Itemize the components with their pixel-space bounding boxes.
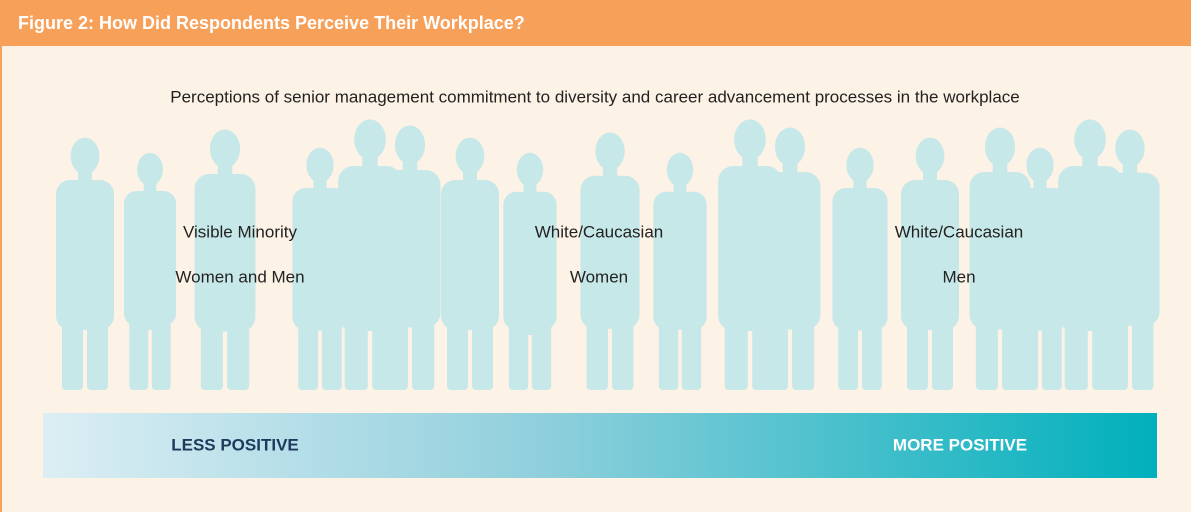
silhouette-part <box>932 312 953 390</box>
silhouette-part <box>838 313 859 390</box>
silhouette-part <box>135 290 161 330</box>
silhouette-part <box>992 163 1008 175</box>
silhouette-part <box>362 157 378 169</box>
silhouette-part <box>292 188 348 331</box>
silhouettes <box>56 119 1160 390</box>
silhouette-part <box>1122 164 1138 175</box>
silhouette-part <box>658 313 679 390</box>
silhouette-part <box>463 172 477 182</box>
silhouette-part <box>379 170 441 328</box>
silhouette-part <box>984 127 1016 167</box>
silhouette-part <box>1012 188 1068 331</box>
group-label: White/Caucasian <box>895 222 1024 241</box>
silhouette-part <box>441 180 499 330</box>
silhouette-part <box>209 129 241 169</box>
silhouette-part <box>853 180 867 190</box>
silhouette-part <box>1074 119 1106 160</box>
silhouette-part <box>56 180 114 330</box>
silhouette-part <box>724 311 748 390</box>
silhouette-part <box>923 172 937 182</box>
silhouette-part <box>586 310 608 390</box>
silhouette-part <box>595 132 625 171</box>
silhouette-part <box>742 157 758 169</box>
silhouette-part <box>194 174 256 332</box>
group-label: Men <box>942 267 975 286</box>
silhouette-part <box>1033 180 1047 190</box>
silhouette-part <box>915 137 945 175</box>
silhouette-part <box>402 161 418 173</box>
silhouette-part <box>774 127 806 167</box>
silhouette-part <box>143 183 157 193</box>
silhouette-part <box>602 167 618 178</box>
silhouette-part <box>915 290 941 330</box>
silhouette-part <box>1018 313 1039 390</box>
silhouette-part <box>792 310 815 390</box>
scale-bar <box>43 413 1157 478</box>
silhouette-part <box>734 119 766 160</box>
silhouette-part <box>666 152 694 187</box>
silhouette-part <box>70 137 100 175</box>
silhouette-part <box>1100 172 1160 326</box>
silhouette-part <box>861 313 882 390</box>
header-title: Figure 2: How Did Respondents Perceive T… <box>18 13 525 33</box>
silhouette-part <box>1041 313 1062 390</box>
silhouette-part <box>1026 147 1054 183</box>
silhouette-part <box>62 312 83 390</box>
silhouette-part <box>321 313 342 390</box>
group-label: Women and Men <box>175 267 304 286</box>
silhouette-part <box>516 152 544 187</box>
silhouette-part <box>1115 129 1145 168</box>
silhouette-part <box>447 312 468 390</box>
silhouette-part <box>313 180 327 190</box>
silhouette-part <box>455 137 485 175</box>
silhouette-part <box>385 308 408 390</box>
silhouette-part <box>673 184 687 194</box>
silhouette-part <box>907 312 928 390</box>
left-border <box>0 0 2 512</box>
silhouette-part <box>394 125 426 165</box>
silhouette-part <box>503 191 557 330</box>
silhouette-part <box>523 184 537 194</box>
silhouette-part <box>846 147 874 183</box>
silhouette-part <box>1064 311 1088 390</box>
group-label: Women <box>570 267 628 286</box>
silhouette-part <box>200 312 223 390</box>
silhouette-part <box>765 310 788 390</box>
silhouette-part <box>354 119 386 160</box>
silhouette-part <box>782 163 798 175</box>
header-bar <box>0 0 1191 46</box>
silhouette-part <box>653 191 707 330</box>
silhouette-part <box>759 172 821 330</box>
silhouette-part <box>298 313 319 390</box>
silhouette-part <box>832 188 888 331</box>
scale-right-label: MORE POSITIVE <box>893 435 1027 454</box>
subtitle: Perceptions of senior management commitm… <box>170 87 1019 106</box>
silhouette-part <box>515 295 541 335</box>
silhouette-part <box>344 311 368 390</box>
silhouette-part <box>975 310 998 390</box>
silhouette-part <box>1132 307 1154 390</box>
silhouette-part <box>227 312 250 390</box>
silhouette-part <box>217 165 233 177</box>
silhouette-part <box>78 172 92 182</box>
silhouette-part <box>612 310 634 390</box>
silhouette-part <box>137 152 163 186</box>
silhouette-part <box>472 312 493 390</box>
silhouette-part <box>412 308 435 390</box>
group-label: White/Caucasian <box>535 222 664 241</box>
scale-left-label: LESS POSITIVE <box>171 435 299 454</box>
silhouette-part <box>681 313 702 390</box>
group-label: Visible Minority <box>183 222 298 241</box>
silhouette-part <box>1106 307 1128 390</box>
silhouette-part <box>1082 157 1098 169</box>
silhouette-part <box>87 312 108 390</box>
silhouette-part <box>580 175 640 329</box>
silhouette-part <box>306 147 334 183</box>
